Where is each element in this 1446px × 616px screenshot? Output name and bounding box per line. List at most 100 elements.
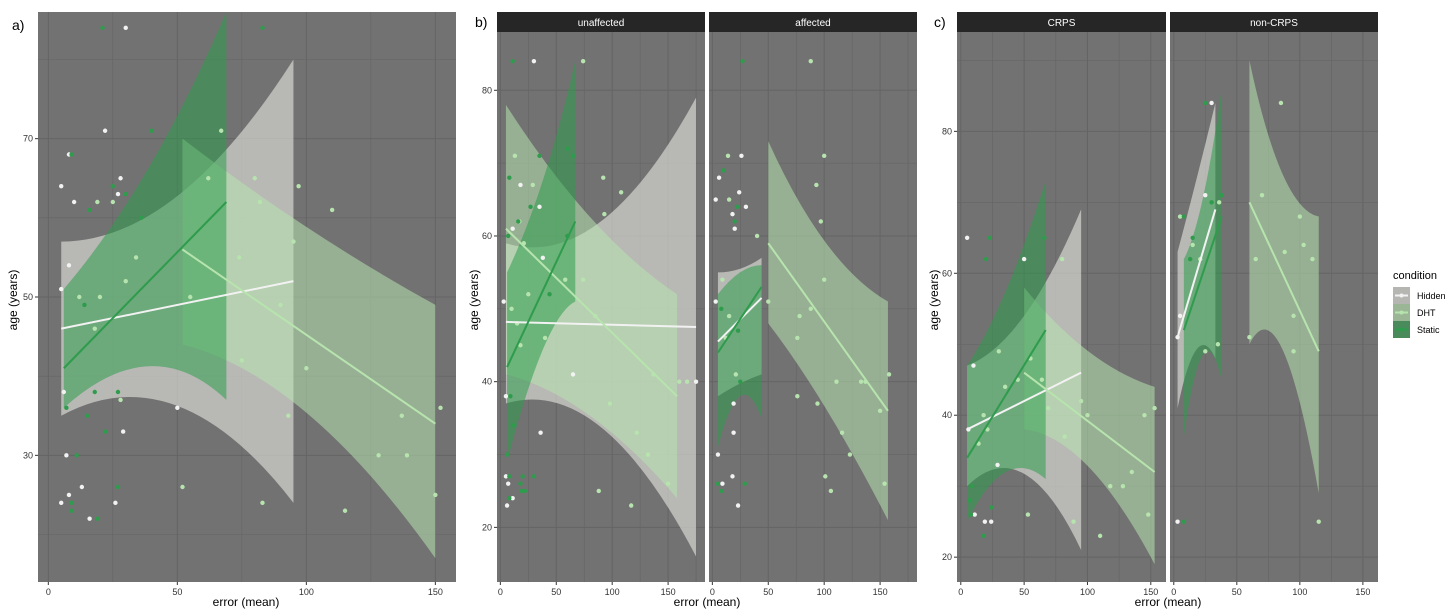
data-point-hidden — [115, 191, 121, 197]
data-point-static — [734, 204, 740, 210]
data-point-hidden — [102, 128, 108, 133]
data-point-dht — [342, 508, 348, 513]
data-point-dht — [596, 488, 601, 494]
data-point-static — [505, 233, 511, 239]
data-point-dht — [252, 176, 257, 181]
data-point-dht — [188, 294, 193, 300]
legend-item-label: Static — [1417, 325, 1440, 335]
x-tick-label: 100 — [299, 587, 314, 597]
data-point-dht — [1025, 512, 1031, 517]
data-point-dht — [628, 503, 634, 508]
data-point-dht — [684, 379, 690, 384]
regression-line-static — [1182, 216, 1223, 331]
data-point-static — [537, 153, 542, 159]
data-point-hidden — [1177, 313, 1183, 319]
data-point-dht — [97, 294, 103, 300]
data-point-dht — [607, 401, 613, 406]
data-point-dht — [996, 349, 1001, 354]
data-point-dht — [665, 481, 671, 486]
data-point-hidden — [510, 496, 515, 501]
data-point-hidden — [175, 405, 180, 411]
data-point-dht — [602, 211, 607, 217]
x-tick-label: 0 — [958, 587, 963, 597]
data-point-dht — [618, 190, 624, 195]
data-point-dht — [1146, 512, 1151, 517]
regression-line-static — [717, 286, 763, 354]
data-point-static — [732, 219, 737, 224]
data-point-dht — [278, 302, 283, 308]
data-point-dht — [563, 277, 568, 282]
data-point-dht — [1247, 334, 1252, 340]
data-point-static — [1187, 256, 1193, 262]
data-point-static — [149, 128, 154, 133]
data-point-dht — [257, 199, 263, 205]
confidence-band-static — [967, 181, 1046, 522]
data-point-dht — [645, 452, 651, 457]
regression-line-dht — [181, 248, 436, 425]
y-tick-label: 20 — [482, 522, 492, 532]
data-point-static — [95, 516, 100, 521]
data-point-dht — [1259, 193, 1265, 198]
data-point-static — [719, 306, 724, 312]
data-point-static — [507, 175, 512, 180]
data-point-static — [1181, 519, 1187, 524]
facet-strip-label: unaffected — [578, 18, 625, 29]
data-point-hidden — [693, 379, 699, 384]
data-point-static — [1219, 193, 1224, 198]
x-tick-label: 150 — [1355, 587, 1370, 597]
data-point-hidden — [739, 153, 744, 159]
x-tick-label: 150 — [873, 587, 888, 597]
data-point-dht — [1059, 256, 1065, 262]
data-point-static — [69, 152, 74, 157]
data-point-dht — [296, 183, 301, 189]
data-point-static — [511, 423, 516, 428]
data-point-dht — [814, 182, 819, 188]
data-point-dht — [1297, 214, 1303, 219]
data-point-static — [721, 168, 726, 173]
data-point-dht — [821, 153, 827, 159]
x-tick-label: 150 — [1143, 587, 1158, 597]
data-point-dht — [1062, 434, 1067, 439]
data-point-dht — [542, 335, 548, 341]
data-point-hidden — [503, 474, 509, 479]
data-point-static — [983, 256, 989, 262]
chart-panel-2: c) age (years) error (mean) CRPS 0 50 100 150 20… — [927, 12, 1378, 609]
data-point-hidden — [123, 25, 128, 31]
data-point-dht — [526, 292, 531, 297]
regression-line-dht — [767, 242, 889, 412]
facet-strip-label: CRPS — [1048, 18, 1076, 29]
data-point-hidden — [730, 474, 735, 479]
panel-label: b) — [475, 14, 487, 30]
data-point-static — [740, 58, 745, 64]
data-point-static — [968, 512, 974, 517]
data-point-hidden — [716, 175, 722, 180]
data-point-static — [735, 328, 741, 333]
data-point-dht — [92, 326, 97, 331]
confidence-band-dht — [182, 138, 436, 559]
data-point-dht — [118, 397, 123, 403]
data-point-dht — [1253, 256, 1258, 262]
data-point-dht — [726, 313, 732, 319]
data-point-dht — [795, 394, 800, 399]
data-point-dht — [808, 306, 813, 312]
data-point-static — [115, 389, 121, 395]
data-point-hidden — [113, 500, 118, 506]
legend: condition Hidden DHT Static — [1393, 270, 1446, 338]
data-point-dht — [720, 277, 725, 282]
y-tick-label: 40 — [942, 410, 952, 420]
data-point-dht — [1291, 349, 1296, 354]
data-point-dht — [239, 358, 245, 363]
data-point-dht — [725, 153, 731, 159]
data-point-static — [528, 204, 533, 210]
data-point-static — [565, 146, 570, 151]
data-point-static — [92, 389, 97, 395]
x-tick-label: 50 — [551, 587, 561, 597]
data-point-hidden — [743, 204, 749, 210]
data-point-static — [522, 488, 528, 494]
panel-label: a) — [12, 17, 24, 33]
data-point-static — [1190, 235, 1195, 241]
data-point-static — [719, 488, 724, 494]
confidence-band-static — [717, 265, 762, 448]
